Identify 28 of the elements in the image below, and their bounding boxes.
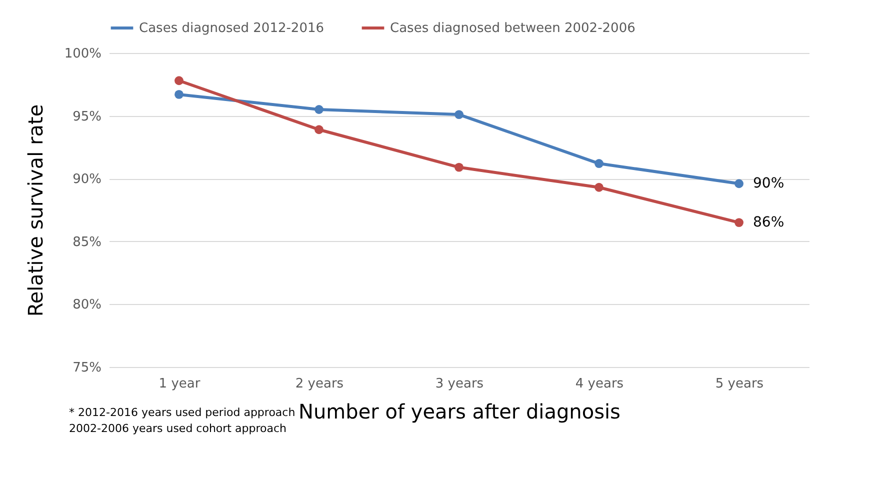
y-tick-label: 85% [72,234,102,250]
point [174,90,184,99]
x-tick-label: 3 years [435,376,484,392]
legend-label: Cases diagnosed 2012-2016 [139,21,324,36]
text: * 2012-2016 years used period approach 2002-2006 years used cohort approach [69,406,296,435]
y-axis-title: Relative survival rate [23,104,48,317]
point [454,162,464,172]
x-tick-label: 1 year [158,376,201,392]
y-tick-label: 95% [72,109,102,124]
point [734,218,744,228]
point [594,182,604,192]
point [734,179,744,188]
legend-label: Cases diagnosed between 2002-2006 [390,21,636,36]
point [594,159,604,168]
y-tick-label: 80% [72,298,102,313]
x-axis-title: Number of years after diagnosis [298,400,620,424]
y-tick-label: 90% [72,172,102,188]
data-label: 86% [753,214,784,231]
y-tick-label: 75% [72,360,102,376]
point [314,125,324,134]
x-tick-label: 4 years [575,376,624,392]
x-tick-label: 5 years [715,376,764,392]
point [454,110,464,120]
data-label: 90% [753,176,784,192]
point [174,76,184,86]
y-tick-label: 100% [64,46,102,62]
x-tick-label: 2 years [295,376,344,392]
point [314,105,324,114]
